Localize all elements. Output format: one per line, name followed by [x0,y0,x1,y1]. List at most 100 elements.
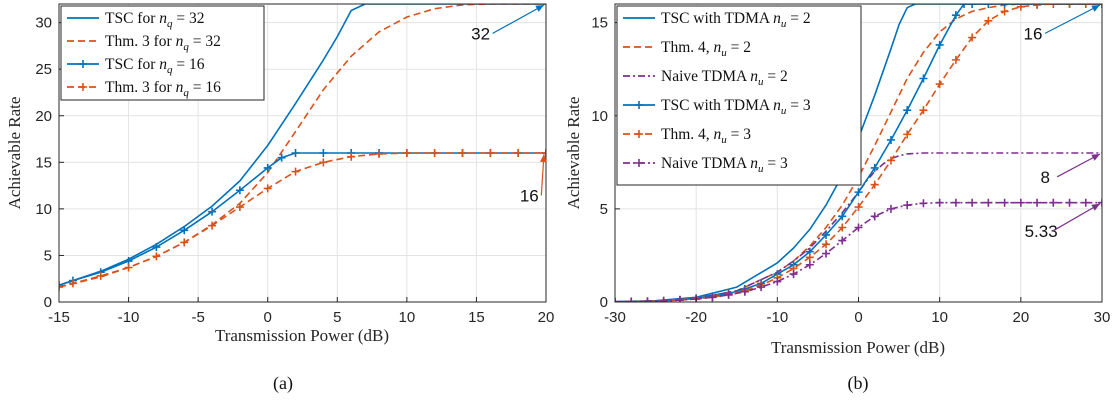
legend: TSC for nq = 32 Thm. 3 for nq = 32 TSC for… [60,5,265,101]
data-point [822,249,831,258]
data-point [1033,4,1042,9]
legend-item: Thm. 3 for nq = 32 [67,33,221,53]
legend: TSC with TDMA nu = 2 Thm. 4, nu = 2 Naive … [616,5,862,186]
y-axis-label: Achievable Rate [5,97,24,210]
data-point [486,149,495,157]
data-point [96,271,105,280]
x-tick-label: -20 [685,309,707,326]
panel-b: -30 -20 -10 0 10 20 30 0 5 10 15 Transmission Powe… [564,3,1110,394]
data-point [968,198,977,207]
data-point [724,290,733,299]
data-point [708,293,717,302]
data-point [1081,4,1090,8]
x-tick-label: 15 [468,309,485,326]
data-point [208,207,217,216]
legend-box [60,5,265,101]
data-point [1098,198,1102,207]
data-point [838,236,847,245]
series-line-0 [615,4,1102,302]
x-tick-label: -15 [48,309,70,326]
legend-marker [635,130,643,138]
legend-item: Naive TDMA nu = 3 [623,155,788,175]
legend-item: Naive TDMA nu = 2 [623,68,788,88]
data-point [347,152,356,161]
caption-a: (a) [273,373,293,394]
data-point [838,212,847,221]
data-point [951,55,960,64]
annotation-arrow [1044,4,1101,34]
legend-marker [79,83,87,91]
annotation-label: 16 [1024,24,1043,43]
data-point [124,263,133,272]
y-tick-label: 5 [600,201,608,218]
data-point [984,16,993,25]
annotation-label: 32 [471,24,490,43]
data-point [208,221,217,230]
annotations: 32 16 [471,4,547,205]
grid [59,4,546,302]
data-point [822,240,831,249]
axes-box [58,3,547,303]
data-point [854,203,863,212]
legend-label: Thm. 3 for nq = 32 [105,33,221,53]
data-point [886,156,895,165]
annotation-arrowhead [1091,203,1100,211]
annotation-label: 16 [520,186,539,205]
x-tick-label: 10 [931,309,948,326]
annotation-label: 8 [1040,168,1049,187]
data-point [789,270,798,279]
data-point [235,203,244,212]
data-point [984,198,993,207]
legend-label: Thm. 3 for nq = 16 [105,79,221,99]
y-tick-label: 15 [35,154,52,171]
annotations: 16 8 5.33 [1024,4,1101,241]
data-point [886,204,895,213]
annotation-arrowhead [535,5,544,12]
y-tick-label: 5 [44,247,52,264]
legend-label: Thm. 4, nu = 3 [661,126,751,146]
data-point [951,198,960,207]
legend-label: Naive TDMA nu = 3 [661,155,788,175]
data-point [180,238,189,247]
data-point [919,74,928,83]
data-point [643,297,652,302]
y-axis-label: Achievable Rate [564,97,583,210]
legend-item: Thm. 4, nu = 3 [623,126,751,146]
legend-item: TSC with TDMA nu = 3 [623,97,811,117]
data-point [458,149,467,157]
data-point [291,149,300,157]
data-point [235,186,244,195]
x-tick-label: 0 [264,309,272,326]
data-point [1033,198,1042,207]
x-axis-label: Transmission Power (dB) [771,338,945,357]
legend-label: TSC with TDMA nu = 2 [661,10,811,30]
legend-box [616,5,862,186]
x-tick-label: -10 [118,309,140,326]
annotation-label: 5.33 [1025,222,1058,241]
x-tick-label: -5 [191,309,204,326]
data-point [263,163,272,172]
x-tick-label: 30 [1094,309,1111,326]
data-point [277,153,286,162]
data-point [59,283,63,292]
data-point [805,253,814,262]
legend-label: TSC with TDMA nu = 3 [661,97,811,117]
data-point [1065,4,1074,8]
legend-label: Naive TDMA nu = 2 [661,68,788,88]
annotation-arrowhead [1091,154,1100,161]
data-point [1000,198,1009,207]
data-point [319,158,328,167]
annotation-arrow [1056,153,1101,178]
data-point [68,279,77,288]
x-tick-label: 20 [538,309,555,326]
data-point [935,40,944,49]
data-point [402,149,411,157]
legend-item: Thm. 3 for nq = 16 [67,79,221,99]
annotation: 8 [1040,153,1101,187]
legend-item: TSC for nq = 16 [67,56,205,76]
data-point [903,106,912,115]
tick-labels: -30 -20 -10 0 10 20 30 0 5 10 15 [591,15,1110,326]
y-tick-label: 25 [35,61,52,78]
data-point [542,149,546,157]
